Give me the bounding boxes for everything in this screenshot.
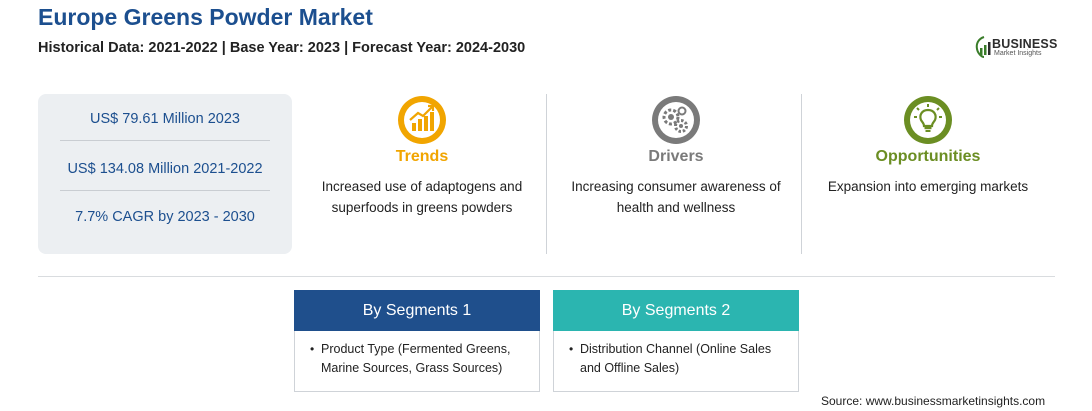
source-citation: Source: www.businessmarketinsights.com [821,394,1046,408]
stat-divider [60,190,270,191]
trends-text: Increased use of adaptogens and superfoo… [321,179,523,215]
segment-card-2: By Segments 2 • Distribution Channel (On… [553,290,799,392]
segment-2-heading: By Segments 2 [553,290,799,331]
section-divider [38,276,1055,277]
opportunities-text: Expansion into emerging markets [827,179,1029,194]
trends-heading: Trends [395,148,449,165]
segment-2-item-text: Distribution Channel (Online Sales and O… [580,342,772,375]
stat-divider [60,140,270,141]
segment-1-item-text: Product Type (Fermented Greens, Marine S… [321,342,511,375]
segment-card-1: By Segments 1 • Product Type (Fermented … [294,290,540,392]
business-market-insights-logo: BUSINESS Market Insights [974,36,1066,60]
chart-growth-icon [398,96,446,144]
stat-historical-value: US$ 134.08 Million 2021-2022 [67,161,263,177]
segment-2-item: • Distribution Channel (Online Sales and… [569,340,790,378]
logo-name: BUSINESS [992,37,1058,51]
segment-1-item: • Product Type (Fermented Greens, Marine… [310,340,531,378]
page-subtitle: Historical Data: 2021-2022 | Base Year: … [38,40,526,56]
logo-tagline: Market Insights [994,50,1042,57]
opportunities-heading: Opportunities [875,148,981,165]
drivers-heading: Drivers [648,148,704,165]
drivers-text: Increasing consumer awareness of health … [571,179,781,215]
opportunities-column: Opportunities Expansion into emerging ma… [803,94,1053,254]
column-divider [546,94,547,254]
bullet-icon: • [310,342,315,356]
page-title: Europe Greens Powder Market [38,4,373,30]
bullet-icon: • [569,342,574,356]
lightbulb-icon [904,96,952,144]
stat-cagr: 7.7% CAGR by 2023 - 2030 [75,209,255,225]
stat-market-size-2023: US$ 79.61 Million 2023 [90,111,240,127]
drivers-column: Drivers Increasing consumer awareness of… [551,94,801,254]
logo-mark-icon [975,36,991,58]
column-divider [801,94,802,254]
trends-column: Trends Increased use of adaptogens and s… [297,94,547,254]
gears-icon [652,96,700,144]
market-stats-panel: US$ 79.61 Million 2023 US$ 134.08 Millio… [38,94,292,254]
segment-1-heading: By Segments 1 [294,290,540,331]
